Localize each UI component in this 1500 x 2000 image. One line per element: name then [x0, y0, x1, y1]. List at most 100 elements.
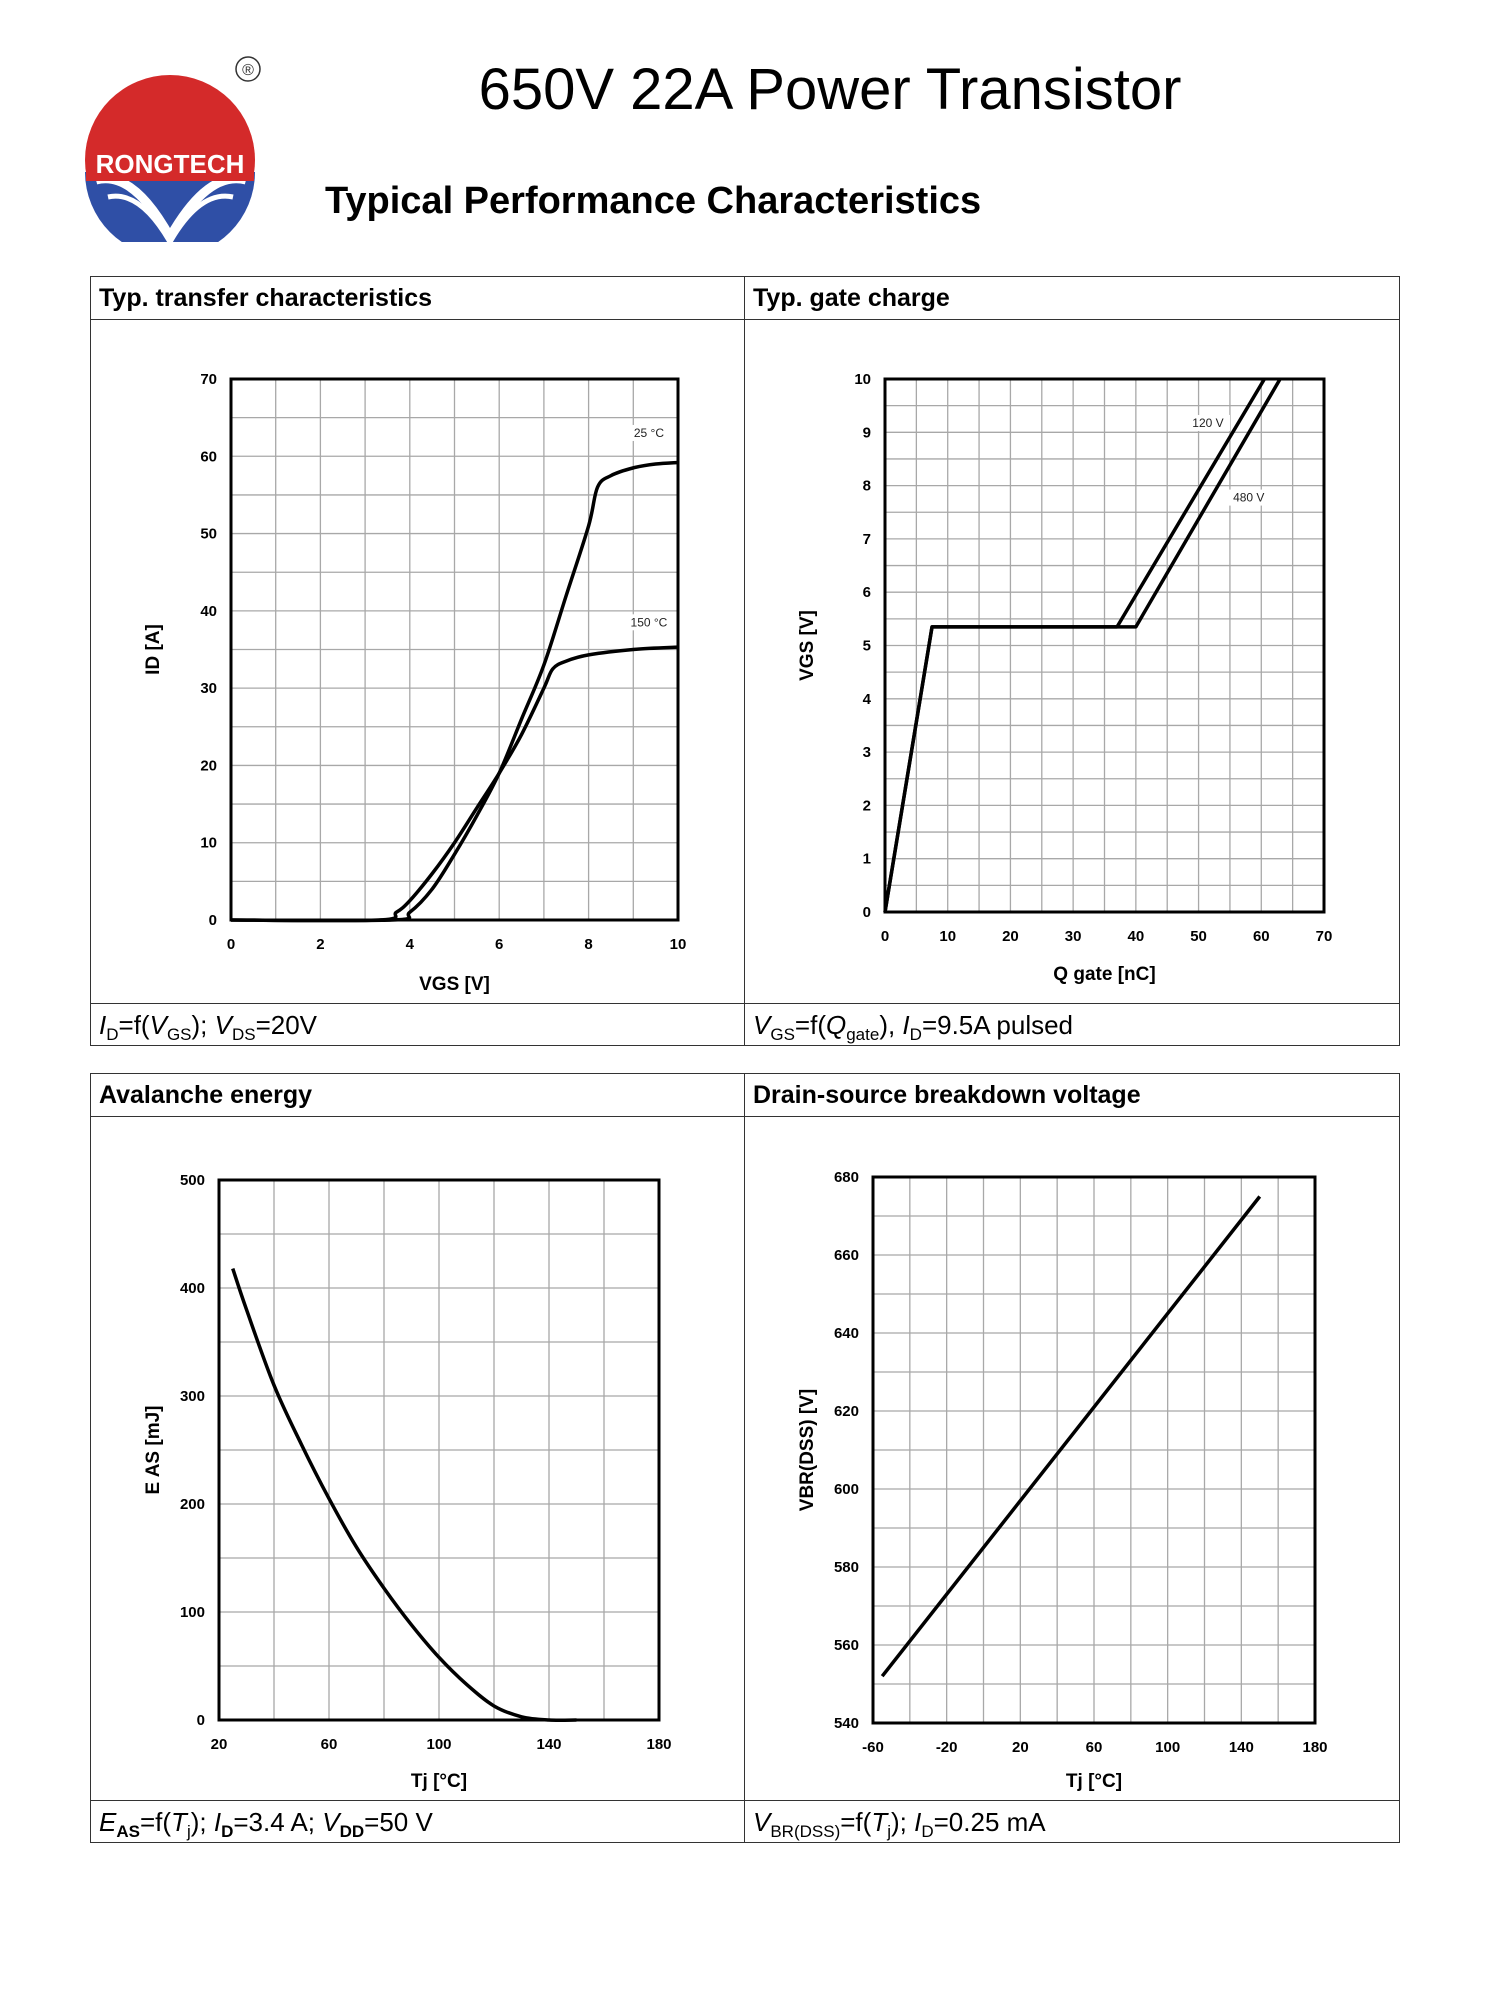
y-axis-label: E AS [mJ]	[143, 1405, 164, 1494]
plot-frame	[217, 1178, 661, 1722]
chart-breakdown-voltage: -60 -20 20 60 100 140 180 540 560 580 600 620 640 660…	[797, 1169, 1328, 1792]
x-tick-label: 100	[1155, 1739, 1180, 1756]
chart-gate-charge: 0 10 20 30 40 50 60 70 0 1 2 3 4 5 6 7 8 9 10 Q gate [nC] VG…	[797, 371, 1333, 985]
x-tick-label: 4	[406, 936, 415, 953]
panel-title: Typ. gate charge	[745, 277, 1399, 320]
y-tick-label: 9	[863, 424, 871, 441]
series-label: 480 V	[1233, 491, 1264, 505]
y-axis-label: ID [A]	[143, 624, 164, 675]
panel-transfer-characteristics: Typ. transfer characteristics 0 2 4 6 8 10 0 10…	[90, 276, 745, 1046]
x-tick-label: 20	[211, 1736, 228, 1753]
logo-brand-text: RONGTECH	[96, 149, 245, 179]
x-tick-label: 30	[1065, 928, 1082, 945]
panel-title: Typ. transfer characteristics	[91, 277, 744, 320]
x-tick-label: 140	[536, 1736, 561, 1753]
series-line-eas	[231, 1268, 577, 1722]
y-tick-label: 10	[854, 371, 871, 388]
series-label: 120 V	[1192, 416, 1223, 430]
y-tick-label: 8	[863, 478, 871, 495]
y-tick-label: 3	[863, 744, 871, 761]
x-tick-label: 180	[646, 1736, 671, 1753]
x-tick-label: 60	[321, 1736, 338, 1753]
y-tick-label: 40	[200, 603, 217, 620]
x-tick-label: 20	[1012, 1739, 1029, 1756]
x-tick-label: -20	[936, 1739, 958, 1756]
y-tick-label: 300	[180, 1388, 205, 1405]
y-tick-label: 1	[863, 851, 871, 868]
x-tick-label: 60	[1086, 1739, 1103, 1756]
x-tick-label: 50	[1190, 928, 1207, 945]
x-tick-label: 20	[1002, 928, 1019, 945]
chart-transfer-characteristics: 0 2 4 6 8 10 0 10 20 30 40 50 60 70 VGS [V] ID [A] 25 °C…	[143, 371, 687, 995]
panel-caption: VBR(DSS)=f(Tj); ID=0.25 mA	[745, 1800, 1399, 1842]
series-label-background	[626, 614, 671, 631]
x-tick-label: 70	[1316, 928, 1333, 945]
y-tick-label: 100	[180, 1604, 205, 1621]
series-label-background	[1226, 489, 1271, 506]
x-tick-label: 8	[584, 936, 592, 953]
y-tick-label: 680	[834, 1169, 859, 1186]
logo-wave-2	[107, 193, 234, 242]
y-tick-label: 0	[863, 904, 871, 921]
y-tick-label: 640	[834, 1325, 859, 1342]
rongtech-logo: RONGTECH ®	[85, 56, 261, 242]
y-tick-label: 620	[834, 1403, 859, 1420]
panel-avalanche-energy: Avalanche energy 20 60 100 140 180 0 100 200 300…	[90, 1073, 745, 1843]
x-tick-label: -60	[862, 1739, 884, 1756]
y-tick-label: 50	[200, 526, 217, 543]
x-axis-label: VGS [V]	[419, 974, 490, 995]
panel-title: Drain-source breakdown voltage	[745, 1074, 1399, 1117]
plot-frame	[229, 377, 680, 922]
plot-frame	[883, 377, 1326, 914]
y-tick-label: 4	[863, 691, 872, 708]
x-tick-label: 40	[1128, 928, 1145, 945]
x-axis-label: Tj [°C]	[411, 1771, 467, 1792]
y-tick-label: 30	[200, 680, 217, 697]
y-tick-label: 660	[834, 1247, 859, 1264]
y-tick-label: 60	[200, 448, 217, 465]
x-tick-label: 140	[1229, 1739, 1254, 1756]
series-line-25-c	[230, 460, 679, 923]
y-tick-label: 0	[209, 912, 217, 929]
y-tick-label: 5	[863, 638, 871, 655]
y-tick-label: 0	[197, 1712, 205, 1729]
x-tick-label: 2	[316, 936, 324, 953]
y-axis-label: VBR(DSS) [V]	[797, 1389, 818, 1511]
plot-frame	[871, 1175, 1317, 1725]
logo-registered-mark: ®	[242, 62, 254, 79]
x-axis-label: Q gate [nC]	[1053, 964, 1155, 985]
panel-title: Avalanche energy	[91, 1074, 744, 1117]
y-tick-label: 20	[200, 757, 217, 774]
logo-wave	[94, 174, 248, 242]
series-line-150-c	[230, 645, 679, 923]
y-tick-label: 10	[200, 835, 217, 852]
x-tick-label: 60	[1253, 928, 1270, 945]
panel-caption: VGS=f(Qgate), ID=9.5A pulsed	[745, 1003, 1399, 1045]
y-tick-label: 70	[200, 371, 217, 388]
y-tick-label: 600	[834, 1481, 859, 1498]
panel-breakdown-voltage: Drain-source breakdown voltage -60 -20 20 6…	[744, 1073, 1400, 1843]
chart-avalanche-energy: 20 60 100 140 180 0 100 200 300 400 500 Tj [°C] E AS…	[143, 1172, 672, 1792]
x-tick-label: 10	[939, 928, 956, 945]
y-tick-label: 500	[180, 1172, 205, 1189]
y-tick-label: 7	[863, 531, 871, 548]
y-tick-label: 400	[180, 1280, 205, 1297]
panel-gate-charge: Typ. gate charge 0 10 20 30 40 50 60 70 0 1 2 3 4 5 6 7…	[744, 276, 1400, 1046]
x-tick-label: 0	[227, 936, 235, 953]
panel-caption: EAS=f(Tj); ID=3.4 A; VDD=50 V	[91, 1800, 744, 1842]
section-title: Typical Performance Characteristics	[325, 180, 982, 222]
x-axis-label: Tj [°C]	[1066, 1771, 1122, 1792]
series-line-vbr-dss-	[880, 1195, 1262, 1678]
y-tick-label: 580	[834, 1559, 859, 1576]
y-tick-label: 200	[180, 1496, 205, 1513]
x-tick-label: 6	[495, 936, 503, 953]
series-label: 25 °C	[634, 426, 664, 440]
x-tick-label: 10	[670, 936, 687, 953]
x-tick-label: 180	[1302, 1739, 1327, 1756]
panel-caption: ID=f(VGS); VDS=20V	[91, 1003, 744, 1045]
y-tick-label: 560	[834, 1637, 859, 1654]
y-tick-label: 6	[863, 584, 871, 601]
y-tick-label: 540	[834, 1715, 859, 1732]
series-label: 150 °C	[631, 615, 668, 629]
y-tick-label: 2	[863, 797, 871, 814]
